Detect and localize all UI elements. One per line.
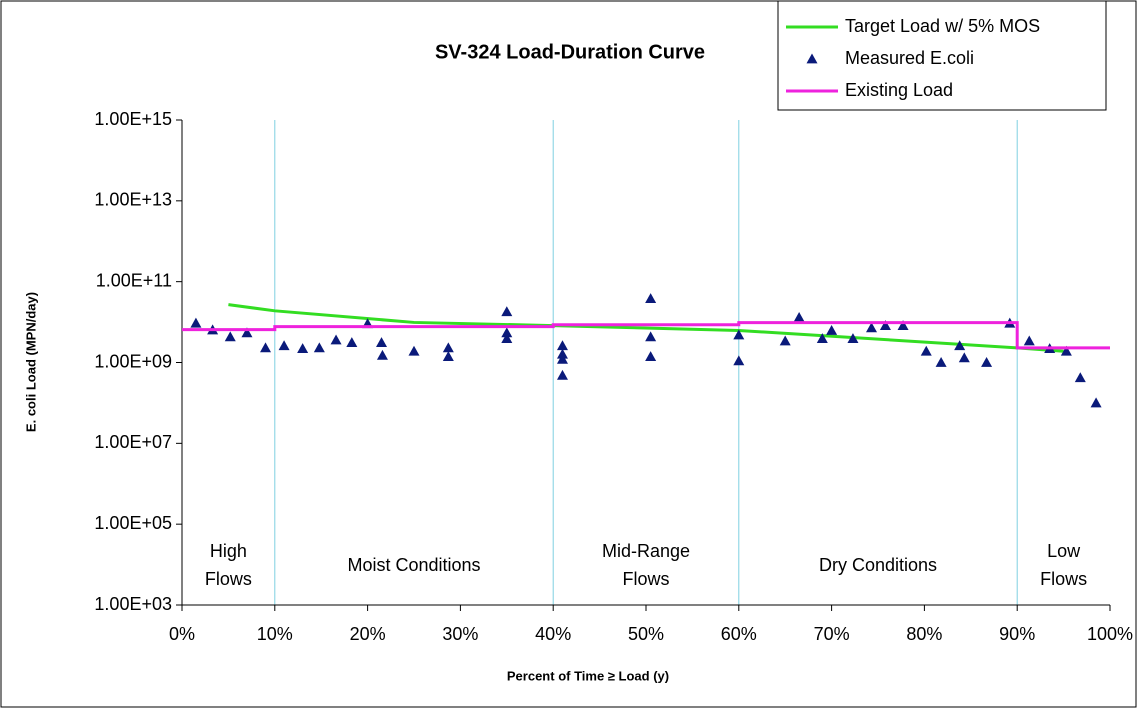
x-tick-label: 80% — [906, 624, 942, 644]
zone-label: High — [210, 541, 247, 561]
legend-label: Existing Load — [845, 80, 953, 100]
marker — [981, 357, 993, 367]
marker — [501, 306, 513, 317]
marker — [793, 311, 805, 322]
y-tick-label: 1.00E+11 — [96, 270, 172, 290]
x-tick-label: 30% — [442, 624, 478, 644]
y-tick-label: 1.00E+09 — [94, 351, 172, 371]
marker — [1060, 345, 1072, 356]
marker — [346, 337, 358, 348]
x-tick-label: 10% — [257, 624, 293, 644]
marker — [278, 340, 290, 351]
marker — [376, 337, 388, 348]
marker — [501, 327, 513, 338]
marker — [897, 320, 909, 330]
zone-label: Flows — [205, 569, 252, 589]
marker — [935, 357, 947, 367]
legend-swatch — [806, 53, 818, 64]
marker — [1090, 397, 1102, 408]
x-tick-label: 60% — [721, 624, 757, 644]
legend-label: Target Load w/ 5% MOS — [845, 16, 1040, 36]
marker — [224, 331, 236, 342]
marker — [847, 333, 859, 344]
x-tick-label: 70% — [814, 624, 850, 644]
y-tick-label: 1.00E+15 — [94, 109, 172, 129]
zone-label: Mid-Range — [602, 541, 690, 561]
zone-label: Dry Conditions — [819, 555, 937, 575]
x-tick-label: 0% — [169, 624, 195, 644]
legend-label: Measured E.coli — [845, 48, 974, 68]
marker — [1023, 335, 1035, 346]
marker — [556, 348, 568, 359]
y-tick-label: 1.00E+13 — [94, 190, 172, 210]
marker — [879, 320, 891, 330]
marker — [241, 327, 253, 338]
marker — [816, 333, 828, 344]
marker — [826, 324, 838, 335]
y-tick-label: 1.00E+05 — [94, 513, 172, 533]
zone-label: Flows — [622, 569, 669, 589]
x-tick-label: 20% — [350, 624, 386, 644]
marker — [866, 322, 878, 333]
marker — [1074, 372, 1086, 383]
x-axis-label: Percent of Time ≥ Load (y) — [507, 668, 669, 683]
x-tick-label: 100% — [1087, 624, 1133, 644]
marker — [733, 355, 745, 366]
marker — [190, 317, 202, 328]
marker — [556, 353, 568, 364]
y-tick-label: 1.00E+07 — [94, 432, 172, 452]
marker — [556, 340, 568, 351]
zone-label: Flows — [1040, 569, 1087, 589]
marker — [556, 369, 568, 380]
marker — [408, 345, 420, 356]
chart-title: SV-324 Load-Duration Curve — [435, 41, 705, 63]
marker — [330, 334, 342, 345]
y-axis-label: E. coli Load (MPN/day) — [23, 292, 38, 432]
marker — [958, 352, 970, 363]
y-tick-label: 1.00E+03 — [94, 594, 172, 614]
marker — [297, 343, 309, 354]
marker — [260, 342, 272, 353]
x-tick-label: 90% — [999, 624, 1035, 644]
marker — [779, 335, 791, 346]
marker — [733, 329, 745, 340]
x-tick-label: 40% — [535, 624, 571, 644]
marker — [442, 342, 454, 353]
marker — [920, 345, 932, 356]
marker — [645, 351, 657, 361]
marker — [313, 342, 325, 353]
marker — [501, 333, 513, 344]
line-series — [182, 321, 1110, 350]
zone-label: Low — [1047, 541, 1081, 561]
marker — [645, 331, 657, 342]
x-tick-label: 50% — [628, 624, 664, 644]
marker — [954, 340, 966, 351]
marker — [376, 349, 388, 360]
zone-label: Moist Conditions — [347, 555, 480, 575]
marker — [645, 293, 657, 304]
marker — [442, 351, 454, 361]
